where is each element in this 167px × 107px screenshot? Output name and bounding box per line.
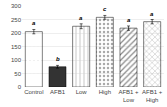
svg-text:300: 300 <box>11 3 22 9</box>
svg-text:a: a <box>79 15 83 21</box>
svg-text:150: 150 <box>11 44 22 50</box>
svg-text:a: a <box>150 11 154 17</box>
svg-text:c: c <box>103 6 107 12</box>
svg-text:250: 250 <box>11 17 22 23</box>
svg-text:50: 50 <box>14 71 21 77</box>
svg-text:a: a <box>127 17 131 23</box>
svg-text:200: 200 <box>11 30 22 36</box>
svg-text:0: 0 <box>18 84 22 90</box>
svg-text:AFB1: AFB1 <box>50 89 66 95</box>
svg-text:b: b <box>56 56 60 62</box>
svg-text:High: High <box>99 89 111 95</box>
svg-text:AFB1 +High: AFB1 +High <box>142 89 163 103</box>
svg-text:Low: Low <box>76 89 88 95</box>
svg-text:100: 100 <box>11 57 22 63</box>
svg-text:AFB1 +Low: AFB1 +Low <box>118 89 139 103</box>
svg-text:a: a <box>32 20 36 26</box>
svg-text:Control: Control <box>24 89 43 95</box>
